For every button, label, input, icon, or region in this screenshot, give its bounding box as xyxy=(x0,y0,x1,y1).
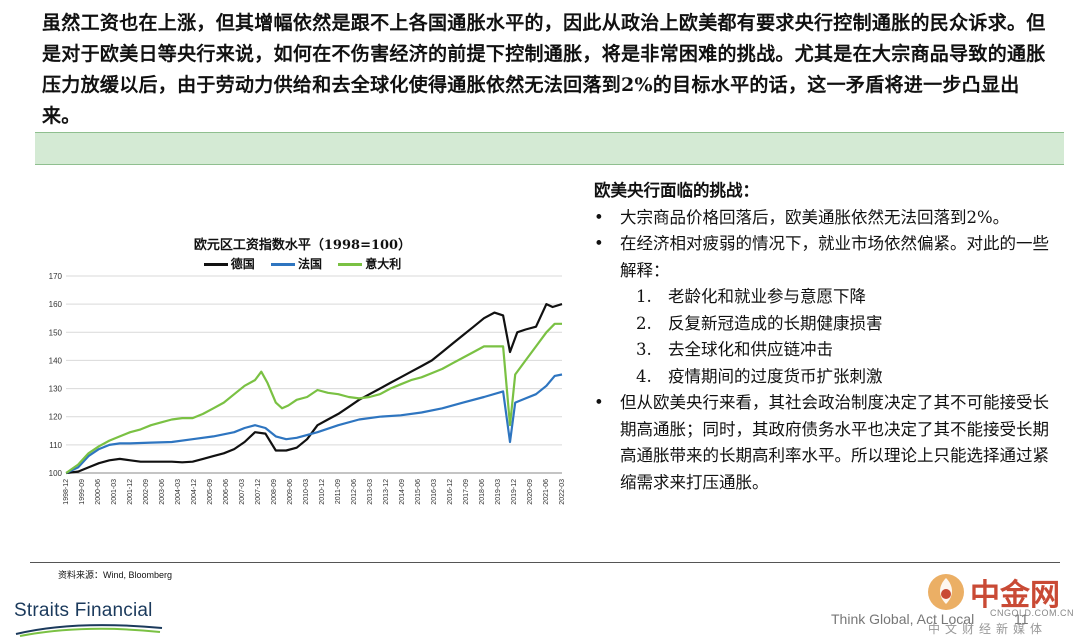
legend-swatch-france xyxy=(270,263,295,266)
intro-paragraph: 虽然工资也在上涨，但其增幅依然是跟不上各国通胀水平的，因此从政治上欧美都有要求央… xyxy=(42,12,1046,127)
sub-item-text: 疫情期间的过度货币扩张刺激 xyxy=(668,366,883,386)
x-tick-label: 2010-03 xyxy=(303,479,310,505)
x-tick-label: 2006-06 xyxy=(223,479,230,505)
page-number: 11 xyxy=(1014,611,1029,627)
bullet-text: 在经济相对疲弱的情况下，就业市场依然偏紧。对此的一些解释： xyxy=(620,234,1049,280)
bullet-icon: • xyxy=(594,393,604,412)
bullet-item: • 大宗商品价格回落后，欧美通胀依然无法回落到2%。 xyxy=(594,205,1054,232)
x-tick-label: 2020-09 xyxy=(527,479,534,505)
flame-logo-icon xyxy=(928,574,964,610)
y-tick-label: 170 xyxy=(49,272,63,281)
x-tick-label: 2013-03 xyxy=(367,479,374,505)
bullet-text: 但从欧美央行来看，其社会政治制度决定了其不可能接受长期高通胀；同时，其政府债务水… xyxy=(620,393,1049,492)
legend-label-france: 法国 xyxy=(297,257,322,271)
sub-item-text: 反复新冠造成的长期健康损害 xyxy=(668,313,883,333)
cngold-watermark: 中金网 CNGOLD.COM.CN 中文财经新媒体 xyxy=(920,568,1074,644)
y-tick-label: 160 xyxy=(49,300,63,309)
y-tick-label: 120 xyxy=(49,413,63,422)
sub-item: 2. 反复新冠造成的长期健康损害 xyxy=(594,311,1054,338)
legend-swatch-germany xyxy=(203,263,228,266)
swoosh-icon xyxy=(15,624,163,637)
x-tick-label: 2008-09 xyxy=(271,479,278,505)
legend-item-germany: 德国 xyxy=(203,255,255,272)
x-tick-label: 2015-06 xyxy=(415,479,422,505)
x-tick-label: 2004-03 xyxy=(175,479,182,505)
x-tick-label: 2018-06 xyxy=(479,479,486,505)
legend-item-italy: 意大利 xyxy=(338,255,401,272)
x-tick-label: 2002-09 xyxy=(143,479,150,505)
brand-name: Straits Financial xyxy=(14,600,153,621)
watermark-slogan: 中文财经新媒体 xyxy=(928,622,1048,636)
x-tick-label: 1999-09 xyxy=(79,479,86,505)
y-tick-label: 110 xyxy=(49,441,62,450)
x-tick-label: 2019-12 xyxy=(511,479,518,505)
sub-item-text: 去全球化和供应链冲击 xyxy=(668,340,833,359)
footer-divider xyxy=(30,562,1060,563)
x-tick-label: 2012-06 xyxy=(351,479,358,505)
challenges-panel: 欧美央行面临的挑战： • 大宗商品价格回落后，欧美通胀依然无法回落到2%。 • 在经… xyxy=(594,178,1054,496)
sub-item-number: 3. xyxy=(636,340,652,359)
sub-item: 3. 去全球化和供应链冲击 xyxy=(594,337,1054,364)
series-line-德国 xyxy=(65,303,563,475)
x-tick-label: 2007-03 xyxy=(239,479,246,505)
legend-label-italy: 意大利 xyxy=(365,257,402,271)
x-tick-label: 2003-06 xyxy=(159,479,166,505)
bullet-item: • 在经济相对疲弱的情况下，就业市场依然偏紧。对此的一些解释： xyxy=(594,231,1054,284)
bullet-text: 大宗商品价格回落后，欧美通胀依然无法回落到2%。 xyxy=(620,207,1010,227)
x-tick-label: 2001-03 xyxy=(111,479,118,505)
legend-label-germany: 德国 xyxy=(230,257,255,271)
chart-legend: 德国 法国 意大利 xyxy=(30,255,575,272)
sub-item-number: 1. xyxy=(636,287,652,306)
panel-heading: 欧美央行面临的挑战： xyxy=(594,181,759,200)
legend-swatch-italy xyxy=(338,263,363,266)
x-tick-label: 2017-09 xyxy=(463,479,470,505)
y-tick-label: 130 xyxy=(49,385,63,394)
x-tick-label: 2007-12 xyxy=(255,479,262,505)
bullet-icon: • xyxy=(594,234,604,253)
bullet-icon: • xyxy=(594,207,604,227)
x-tick-label: 2001-12 xyxy=(127,479,134,505)
bullet-item: • 但从欧美央行来看，其社会政治制度决定了其不可能接受长期高通胀；同时，其政府债务… xyxy=(594,390,1054,496)
sub-item-number: 4. xyxy=(636,366,652,386)
chart-plot: 100 110 120 130 140 150 160 170 1998-12 1999-09 20… xyxy=(49,272,566,505)
watermark-domain: CNGOLD.COM.CN xyxy=(990,608,1075,618)
x-tick-label: 2005-09 xyxy=(207,479,214,505)
y-tick-label: 100 xyxy=(49,469,63,478)
x-tick-label: 2019-03 xyxy=(495,479,502,505)
x-tick-label: 2021-06 xyxy=(543,479,550,505)
series-line-意大利 xyxy=(65,322,562,474)
watermark-name: 中金网 xyxy=(970,578,1060,613)
x-tick-label: 2010-12 xyxy=(319,479,326,505)
y-tick-label: 140 xyxy=(49,356,63,365)
x-tick-label: 2013-12 xyxy=(383,479,390,505)
x-tick-label: 1998-12 xyxy=(63,479,70,505)
footer-tagline: Think Global, Act Local xyxy=(831,611,975,627)
chart-title: 欧元区工资指数水平（1998=100） xyxy=(193,238,412,253)
legend-item-france: 法国 xyxy=(270,255,322,272)
x-tick-label: 2016-12 xyxy=(447,479,454,505)
y-tick-label: 150 xyxy=(49,328,63,337)
x-tick-label: 2016-03 xyxy=(431,479,438,505)
sub-item-number: 2. xyxy=(636,313,652,333)
wage-index-chart: 欧元区工资指数水平（1998=100） 德国 法国 意大利 100 110 120 1… xyxy=(30,228,575,528)
sub-item-text: 老龄化和就业参与意愿下降 xyxy=(668,287,866,306)
sub-item: 1. 老龄化和就业参与意愿下降 xyxy=(594,284,1054,311)
x-tick-label: 2009-06 xyxy=(287,479,294,505)
series-line-法国 xyxy=(65,373,563,474)
x-tick-label: 2004-12 xyxy=(191,479,198,505)
x-tick-label: 2014-09 xyxy=(399,479,406,505)
straits-financial-logo: Straits Financial xyxy=(14,600,164,640)
sub-item: 4. 疫情期间的过度货币扩张刺激 xyxy=(594,364,1054,391)
chart-source: 资料来源：Wind, Bloomberg xyxy=(58,570,173,580)
section-band xyxy=(35,132,1064,165)
x-tick-label: 2022-03 xyxy=(559,479,566,505)
x-tick-label: 2011-09 xyxy=(335,479,342,504)
x-tick-label: 2000-06 xyxy=(95,479,102,505)
